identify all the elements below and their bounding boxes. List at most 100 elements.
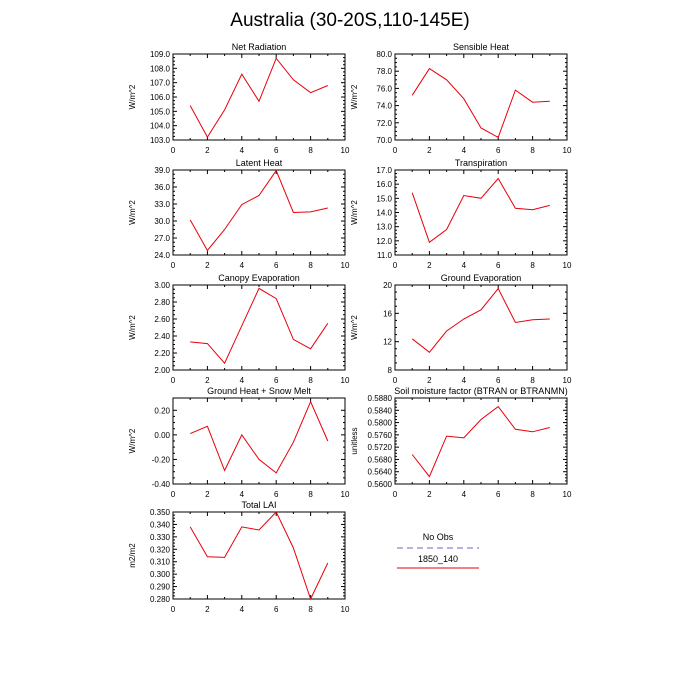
x-tick-label: 4 xyxy=(240,146,245,155)
x-tick-label: 2 xyxy=(427,146,432,155)
x-tick-label: 6 xyxy=(496,376,501,385)
y-tick-label: 36.0 xyxy=(154,183,170,192)
x-tick-label: 4 xyxy=(462,146,467,155)
y-tick-label: 107.0 xyxy=(150,79,171,88)
x-tick-label: 10 xyxy=(563,490,572,499)
x-tick-label: 2 xyxy=(205,490,210,499)
y-tick-label: 2.00 xyxy=(154,366,170,375)
panel-title: Latent Heat xyxy=(236,158,283,168)
y-tick-label: 20 xyxy=(383,281,392,290)
x-tick-label: 10 xyxy=(341,490,350,499)
y-tick-label: 103.0 xyxy=(150,136,171,145)
y-tick-label: 14.0 xyxy=(376,209,392,218)
y-tick-label: 70.0 xyxy=(376,136,392,145)
y-tick-label: 0.330 xyxy=(150,533,171,542)
x-tick-label: 8 xyxy=(308,605,313,614)
x-tick-label: 6 xyxy=(274,605,279,614)
plot-frame xyxy=(394,169,568,256)
y-tick-label: 2.40 xyxy=(154,332,170,341)
x-tick-label: 2 xyxy=(427,261,432,270)
x-tick-label: 0 xyxy=(171,261,176,270)
legend-label: 1850_140 xyxy=(418,554,458,564)
x-tick-label: 8 xyxy=(530,261,535,270)
x-tick-label: 4 xyxy=(240,490,245,499)
y-tick-label: 78.0 xyxy=(376,67,392,76)
y-tick-label: 2.80 xyxy=(154,298,170,307)
series-line xyxy=(189,57,328,139)
plot-frame xyxy=(172,53,346,141)
y-tick-label: 0.320 xyxy=(150,545,171,554)
y-tick-label: 30.0 xyxy=(154,217,170,226)
series-line xyxy=(411,405,550,478)
y-tick-label: 104.0 xyxy=(150,122,171,131)
panel-title: Net Radiation xyxy=(232,42,287,52)
plot-frame xyxy=(172,397,346,485)
plot-frame xyxy=(394,397,568,485)
panel-8: Soil moisture factor (BTRAN or BTRANMN)0… xyxy=(350,386,572,499)
x-tick-label: 8 xyxy=(530,376,535,385)
panel-4: Transpiration 0 2 4 6 8 10 11.0 12.0 13.0 14.0 15.0… xyxy=(350,158,572,270)
y-tick-label: 108.0 xyxy=(150,64,171,73)
y-tick-label: 105.0 xyxy=(150,107,171,116)
y-tick-label: 2.20 xyxy=(154,349,170,358)
y-tick-label: 0.5800 xyxy=(368,419,393,428)
panel-title: Sensible Heat xyxy=(453,42,510,52)
y-tick-label: 12.0 xyxy=(376,237,392,246)
y-tick-label: 0.5680 xyxy=(368,455,393,464)
plot-frame xyxy=(172,169,346,256)
x-tick-label: 8 xyxy=(308,261,313,270)
y-tick-label: 16 xyxy=(383,309,392,318)
legend: No Obs 1850_140 xyxy=(397,532,479,569)
x-tick-label: 6 xyxy=(496,146,501,155)
series-line xyxy=(190,287,329,365)
series-line xyxy=(411,287,550,353)
x-tick-label: 4 xyxy=(240,605,245,614)
y-axis-label: W/m^2 xyxy=(350,84,359,109)
y-tick-label: 11.0 xyxy=(377,251,393,260)
panel-title: Total LAI xyxy=(241,500,276,510)
y-tick-label: 27.0 xyxy=(154,234,170,243)
series-line xyxy=(189,169,328,252)
y-axis-label: W/m^2 xyxy=(128,315,137,340)
x-tick-label: 0 xyxy=(171,490,176,499)
y-tick-label: 76.0 xyxy=(376,84,392,93)
x-tick-label: 10 xyxy=(341,146,350,155)
x-tick-label: 6 xyxy=(274,146,279,155)
x-tick-label: 4 xyxy=(240,376,245,385)
series-line xyxy=(189,511,329,601)
y-tick-label: -0.40 xyxy=(152,480,171,489)
y-tick-label: 15.0 xyxy=(376,194,392,203)
y-tick-label: 0.00 xyxy=(154,431,170,440)
panel-6: Ground Evaporation 0 2 4 6 8 10 8 12 16 20 W/m^2 xyxy=(350,273,572,385)
x-tick-label: 0 xyxy=(171,146,176,155)
y-tick-label: 2.60 xyxy=(154,315,170,324)
x-tick-label: 10 xyxy=(341,376,350,385)
x-tick-label: 0 xyxy=(393,146,398,155)
panel-2: Sensible Heat 0 2 4 6 8 10 70.0 72.0 74.0 76.0 78.0… xyxy=(350,42,572,155)
y-axis-label: unitless xyxy=(350,427,359,454)
panel-3: Latent Heat 0 2 4 6 8 10 24.0 27.0 30.0 33.0 36.0 39… xyxy=(128,158,350,270)
series-line xyxy=(190,400,329,474)
panel-1: Net Radiation 0 2 4 6 8 10 103.0 104.0 105.0 106.0… xyxy=(128,42,350,155)
y-tick-label: 0.280 xyxy=(150,595,171,604)
y-tick-label: 0.5840 xyxy=(368,406,393,415)
x-tick-label: 2 xyxy=(205,376,210,385)
x-tick-label: 2 xyxy=(427,376,432,385)
y-tick-label: 74.0 xyxy=(376,102,392,111)
y-tick-label: 33.0 xyxy=(154,200,170,209)
y-tick-label: 109.0 xyxy=(150,50,171,59)
y-tick-label: 12 xyxy=(383,338,392,347)
x-tick-label: 4 xyxy=(462,376,467,385)
y-tick-label: 106.0 xyxy=(150,93,171,102)
panel-title: Canopy Evaporation xyxy=(218,273,300,283)
x-tick-label: 0 xyxy=(171,605,176,614)
y-axis-label: W/m^2 xyxy=(128,428,137,453)
plot-frame xyxy=(172,284,346,371)
panel-5: Canopy Evaporation 0 2 4 6 8 10 2.00 2.20 2.40 2.6… xyxy=(128,273,350,385)
y-tick-label: 0.310 xyxy=(150,558,171,567)
x-tick-label: 8 xyxy=(308,490,313,499)
x-tick-label: 10 xyxy=(563,146,572,155)
x-tick-label: 4 xyxy=(462,261,467,270)
panel-title: Ground Heat + Snow Melt xyxy=(207,386,311,396)
plot-frame xyxy=(394,284,568,371)
